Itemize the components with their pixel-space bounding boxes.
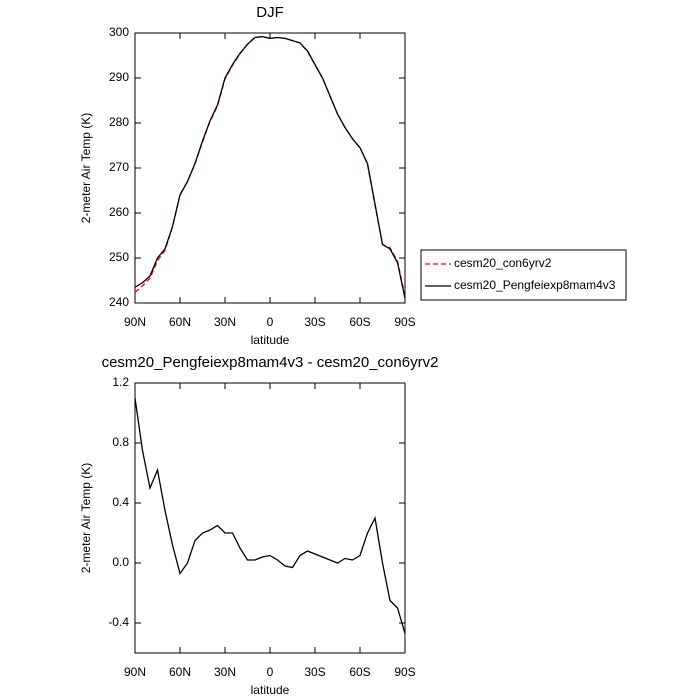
- y-tick-label: 240: [109, 295, 129, 309]
- x-axis-label: latitude: [251, 683, 290, 697]
- y-tick-label: 300: [109, 25, 129, 39]
- x-tick-label: 90S: [394, 665, 415, 679]
- y-tick-label: 0.4: [112, 495, 129, 509]
- legend-label: cesm20_Pengfeiexp8mam4v3: [454, 278, 616, 292]
- y-tick-label: 290: [109, 70, 129, 84]
- plot-frame: [134, 382, 406, 654]
- y-axis-label: 2-meter Air Temp (K): [79, 463, 93, 573]
- y-axis-label: 2-meter Air Temp (K): [79, 113, 93, 223]
- y-tick-label: -0.4: [108, 615, 129, 629]
- data-line: [134, 35, 406, 297]
- x-tick-label: 0: [267, 315, 274, 329]
- x-tick-label: 30N: [214, 665, 236, 679]
- y-tick-label: 1.2: [112, 375, 129, 389]
- x-tick-label: 30S: [304, 315, 325, 329]
- plot-frame: [134, 32, 406, 304]
- y-tick-label: 270: [109, 160, 129, 174]
- x-tick-label: 90N: [124, 665, 146, 679]
- x-tick-label: 30S: [304, 665, 325, 679]
- x-tick-label: 0: [267, 665, 274, 679]
- x-tick-label: 90S: [394, 315, 415, 329]
- data-line: [134, 397, 406, 634]
- x-tick-label: 90N: [124, 315, 146, 329]
- y-tick-label: 280: [109, 115, 129, 129]
- chart-title: DJF: [256, 4, 284, 21]
- x-tick-label: 60N: [169, 665, 191, 679]
- legend-label: cesm20_con6yrv2: [454, 256, 552, 270]
- data-line: [134, 35, 406, 299]
- y-tick-label: 0.8: [112, 435, 129, 449]
- x-tick-label: 60S: [349, 665, 370, 679]
- chart-title: cesm20_Pengfeiexp8mam4v3 - cesm20_con6yr…: [102, 354, 439, 371]
- y-tick-label: 260: [109, 205, 129, 219]
- y-tick-label: 250: [109, 250, 129, 264]
- legend-box: [420, 249, 627, 301]
- x-tick-label: 60N: [169, 315, 191, 329]
- x-axis-label: latitude: [251, 333, 290, 347]
- x-tick-label: 30N: [214, 315, 236, 329]
- y-tick-label: 0.0: [112, 555, 129, 569]
- x-tick-label: 60S: [349, 315, 370, 329]
